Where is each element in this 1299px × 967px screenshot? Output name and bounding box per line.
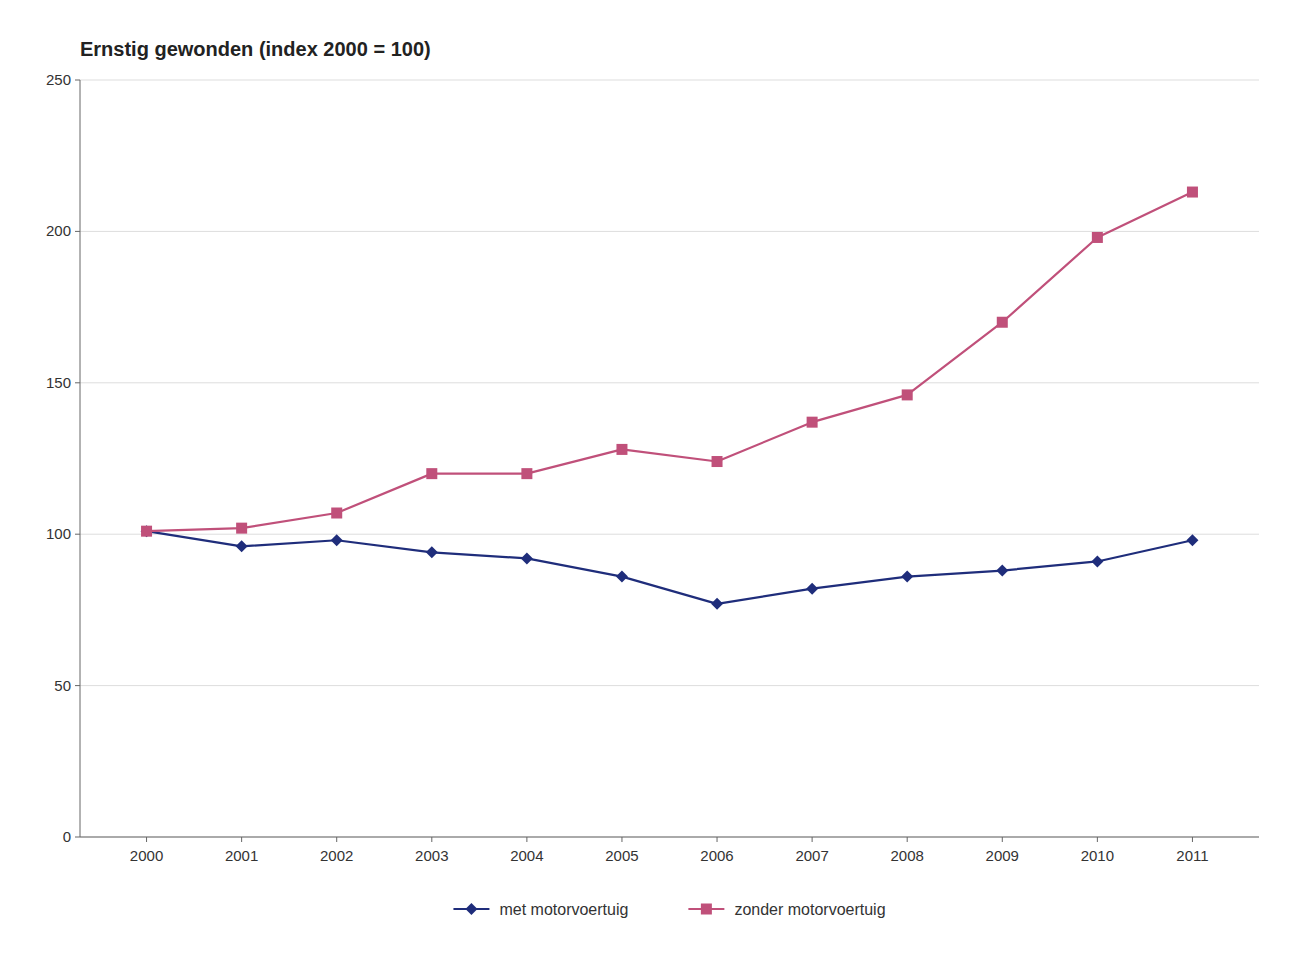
marker [616,444,627,455]
marker [1092,232,1103,243]
marker [712,456,723,467]
legend-label: zonder motorvoertuig [734,901,885,918]
marker [331,508,342,519]
legend-item: met motorvoertuig [453,901,628,918]
tick-mark [75,837,80,838]
series [141,525,1199,610]
grid-line [80,382,1259,383]
marker [141,526,152,537]
grid-line [80,837,1259,838]
tick-mark [1097,837,1098,842]
grid-line [80,231,1259,232]
marker [141,525,153,537]
tick-label: 2004 [510,847,543,864]
legend-label: met motorvoertuig [499,901,628,918]
tick-label: 100 [46,525,71,542]
marker [901,571,913,583]
tick-label: 200 [46,222,71,239]
tick-mark [241,837,242,842]
tick-label: 150 [46,374,71,391]
tick-mark [717,837,718,842]
line [147,192,1193,531]
marker [1186,534,1198,546]
y-axis: 0 50 100 150 200 250 [46,71,1259,845]
legend-marker [701,904,712,915]
legend-item: zonder motorvoertuig [688,901,885,918]
series [141,187,1198,537]
x-axis: 2000 2001 2002 2003 2004 2005 2006 2007 2008 2009… [80,837,1259,864]
tick-mark [1002,837,1003,842]
tick-label: 2005 [605,847,638,864]
tick-mark [75,80,80,81]
tick-mark [907,837,908,842]
tick-label: 2007 [795,847,828,864]
tick-label: 2006 [700,847,733,864]
marker [616,571,628,583]
tick-label: 2009 [986,847,1019,864]
tick-label: 250 [46,71,71,88]
tick-mark [75,534,80,535]
tick-mark [1192,837,1193,842]
marker [1091,555,1103,567]
marker [426,468,437,479]
marker [997,317,1008,328]
plot-area [141,187,1199,610]
marker [711,598,723,610]
marker [521,468,532,479]
legend: met motorvoertuig zonder motorvoertuig [453,901,885,918]
tick-mark [526,837,527,842]
tick-label: 2008 [891,847,924,864]
tick-mark [431,837,432,842]
marker [236,540,248,552]
chart: Ernstig gewonden (index 2000 = 100) 0 50 10… [0,0,1299,967]
marker [1187,187,1198,198]
marker [806,583,818,595]
tick-mark [75,382,80,383]
marker [807,417,818,428]
grid-line [80,685,1259,686]
tick-mark [75,685,80,686]
tick-mark [75,231,80,232]
tick-label: 2000 [130,847,163,864]
tick-label: 2001 [225,847,258,864]
tick-label: 2002 [320,847,353,864]
tick-label: 2003 [415,847,448,864]
tick-label: 2010 [1081,847,1114,864]
marker [236,523,247,534]
tick-label: 0 [63,828,71,845]
marker [521,552,533,564]
tick-mark [621,837,622,842]
marker [426,546,438,558]
axis-line [80,837,1259,838]
tick-label: 2011 [1176,847,1208,864]
tick-mark [336,837,337,842]
line [147,531,1193,604]
marker [902,389,913,400]
legend-marker [465,903,477,915]
marker [996,565,1008,577]
grid-line [80,534,1259,535]
title: Ernstig gewonden (index 2000 = 100) [80,38,431,60]
axis-line [80,80,81,837]
tick-mark [812,837,813,842]
marker [331,534,343,546]
tick-label: 50 [54,677,71,694]
tick-mark [146,837,147,842]
grid-line [80,80,1259,81]
